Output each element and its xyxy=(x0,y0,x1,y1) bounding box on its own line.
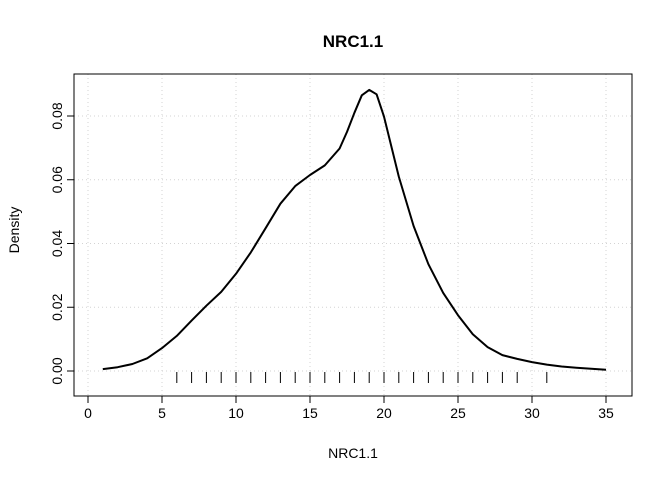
chart-title: NRC1.1 xyxy=(323,32,383,51)
x-tick-label: 10 xyxy=(228,405,244,421)
y-tick-label: 0.00 xyxy=(49,357,65,384)
x-tick-label: 0 xyxy=(84,405,92,421)
y-tick-label: 0.06 xyxy=(49,166,65,193)
x-tick-label: 20 xyxy=(376,405,392,421)
x-axis-title: NRC1.1 xyxy=(328,445,378,461)
y-axis-title: Density xyxy=(6,207,22,254)
y-axis: 0.00 0.02 0.04 0.06 0.08 xyxy=(49,102,75,385)
x-tick-label: 30 xyxy=(524,405,540,421)
rug-marks xyxy=(176,372,548,383)
y-tick-label: 0.02 xyxy=(49,293,65,320)
density-line xyxy=(102,88,607,371)
x-tick-label: 15 xyxy=(302,405,318,421)
x-tick-label: 25 xyxy=(450,405,466,421)
y-tick-label: 0.08 xyxy=(49,102,65,129)
plot-box xyxy=(73,73,633,397)
y-tick-label: 0.04 xyxy=(49,230,65,257)
grid xyxy=(74,74,632,396)
series-group xyxy=(102,88,607,371)
x-tick-label: 5 xyxy=(158,405,166,421)
x-tick-label: 35 xyxy=(598,405,614,421)
x-axis: 0 5 10 15 20 25 30 35 xyxy=(84,395,614,421)
